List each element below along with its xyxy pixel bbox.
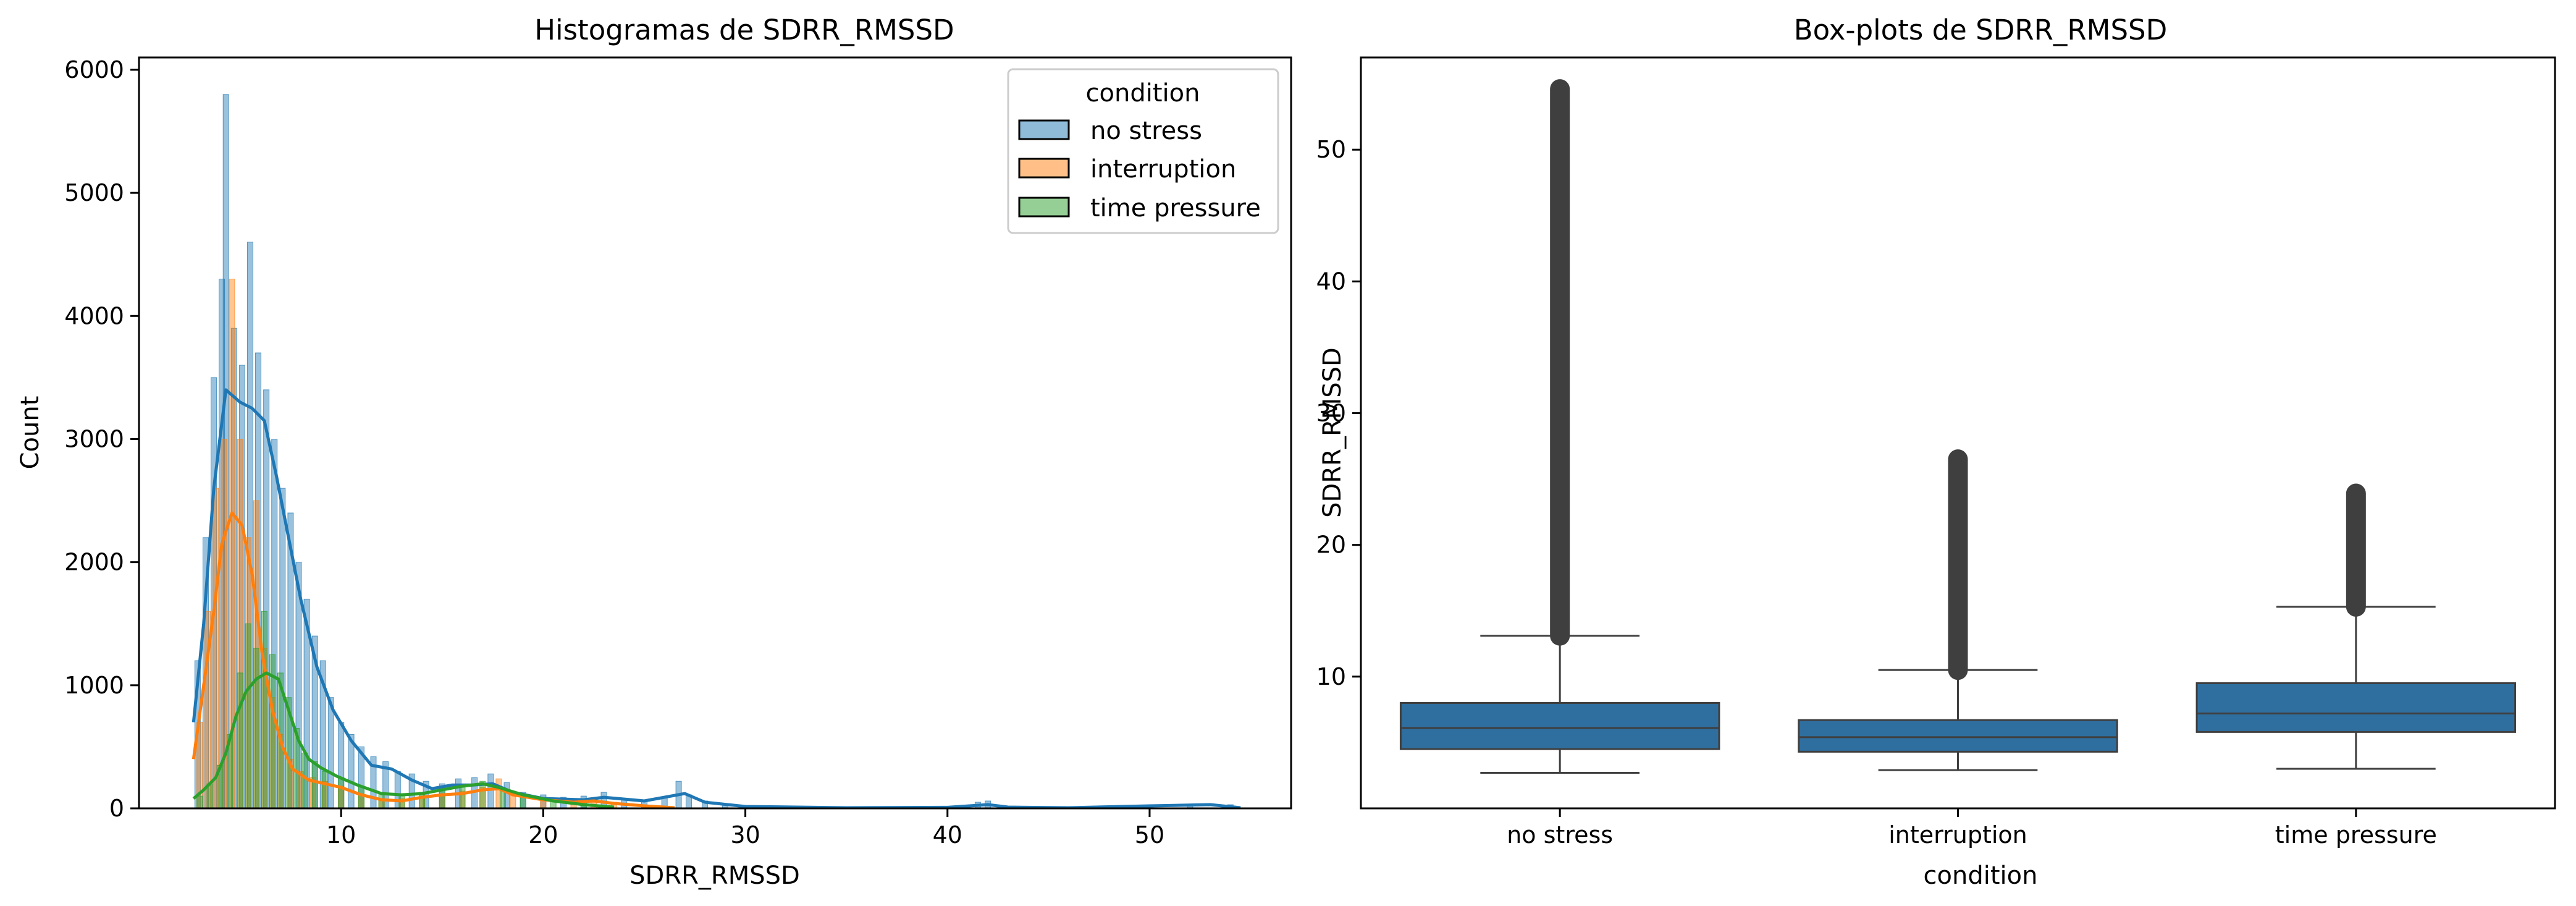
hist-bar-time-pressure-16 <box>358 785 364 809</box>
histogram-panel: Histogramas de SDRR_RMSSD 10 20 30 40 50 0 100… <box>16 14 1292 890</box>
histogram-y-tick-label-2000: 2000 <box>64 549 124 576</box>
histogram-y-tick-label-4000: 4000 <box>64 302 124 329</box>
hist-bar-time-pressure-21 <box>459 784 466 809</box>
histogram-legend: condition no stress interruption time pr… <box>1007 68 1279 234</box>
boxplot-x-tick-label-interruption: interruption <box>1888 821 2027 849</box>
histogram-axes: 10 20 30 40 50 0 1000 2000 3000 4000 5000 6000 <box>64 56 1164 849</box>
hist-bar-time-pressure-6 <box>253 648 259 809</box>
boxplot-y-axis-label: SDRR_RMSSD <box>1318 347 1347 518</box>
boxplot-x-axis-label: condition <box>1924 862 2038 890</box>
boxplot-y-tick-label-50: 50 <box>1316 136 1346 163</box>
hist-bar-time-pressure-5 <box>245 623 251 809</box>
hist-bar-time-pressure-7 <box>261 611 267 809</box>
box-iqr-no-stress <box>1399 701 1720 750</box>
hist-bar-no-stress-29 <box>487 773 494 809</box>
box-outliers-time-pressure <box>2346 483 2366 617</box>
histogram-title: Histogramas de SDRR_RMSSD <box>534 14 954 46</box>
histogram-x-tick-label-10: 10 <box>326 821 356 849</box>
box-iqr-interruption <box>1798 719 2118 753</box>
boxplot-axes: no stress interruption time pressure 10 20 30… <box>1316 136 2437 849</box>
boxplot-panel: Box-plots de SDRR_RMSSD no stress interru… <box>1316 14 2556 890</box>
histogram-y-tick-label-5000: 5000 <box>64 179 124 206</box>
legend-label-interruption: interruption <box>1090 155 1236 184</box>
hist-bar-no-stress-19 <box>348 734 355 809</box>
histogram-x-tick-label-30: 30 <box>730 821 760 849</box>
boxplot-title: Box-plots de SDRR_RMSSD <box>1794 14 2168 46</box>
histogram-y-axis-label: Count <box>16 396 44 470</box>
hist-bar-interruption-2 <box>213 488 219 809</box>
boxplot-marks <box>1399 79 2517 774</box>
histogram-y-tick-label-6000: 6000 <box>64 56 124 83</box>
legend-title: condition <box>1086 79 1200 108</box>
boxplot-y-tick-label-10: 10 <box>1316 663 1346 690</box>
hist-bar-time-pressure-4 <box>237 672 243 809</box>
histogram-axes-frame <box>138 56 1292 810</box>
legend-frame <box>1007 68 1279 234</box>
boxplot-y-tick-label-40: 40 <box>1316 268 1346 295</box>
legend-label-time-pressure: time pressure <box>1090 194 1261 222</box>
hist-bar-time-pressure-13 <box>311 761 318 809</box>
kde-line-time-pressure <box>192 671 615 809</box>
box-outliers-interruption <box>1948 449 1968 680</box>
legend-swatch-time-pressure <box>1018 197 1070 218</box>
boxplot-x-tick-label-no-stress: no stress <box>1507 821 1613 849</box>
legend-label-no-stress: no stress <box>1090 117 1202 145</box>
hist-bar-time-pressure-12 <box>301 752 308 809</box>
legend-swatch-interruption <box>1018 158 1070 179</box>
boxplot-y-tick-label-30: 30 <box>1316 400 1346 427</box>
hist-bar-time-pressure-14 <box>322 771 328 809</box>
box-outliers-no-stress <box>1550 79 1570 646</box>
histogram-marks <box>192 94 1241 810</box>
hist-bar-no-stress-17 <box>327 697 334 809</box>
hist-bar-time-pressure-15 <box>338 777 345 809</box>
histogram-x-tick-label-40: 40 <box>933 821 962 849</box>
histogram-y-tick-label-3000: 3000 <box>64 425 124 452</box>
histogram-x-tick-label-50: 50 <box>1135 821 1164 849</box>
boxplot-x-tick-label-time-pressure: time pressure <box>2275 821 2437 849</box>
histogram-y-tick-label-1000: 1000 <box>64 672 124 699</box>
legend-swatch-no-stress <box>1018 119 1070 140</box>
histogram-x-axis-label: SDRR_RMSSD <box>629 862 800 890</box>
boxplot-y-tick-label-20: 20 <box>1316 531 1346 559</box>
histogram-x-tick-label-20: 20 <box>528 821 558 849</box>
box-iqr-time-pressure <box>2195 682 2517 733</box>
histogram-y-tick-label-0: 0 <box>109 795 124 822</box>
hist-bar-time-pressure-0 <box>196 795 203 809</box>
